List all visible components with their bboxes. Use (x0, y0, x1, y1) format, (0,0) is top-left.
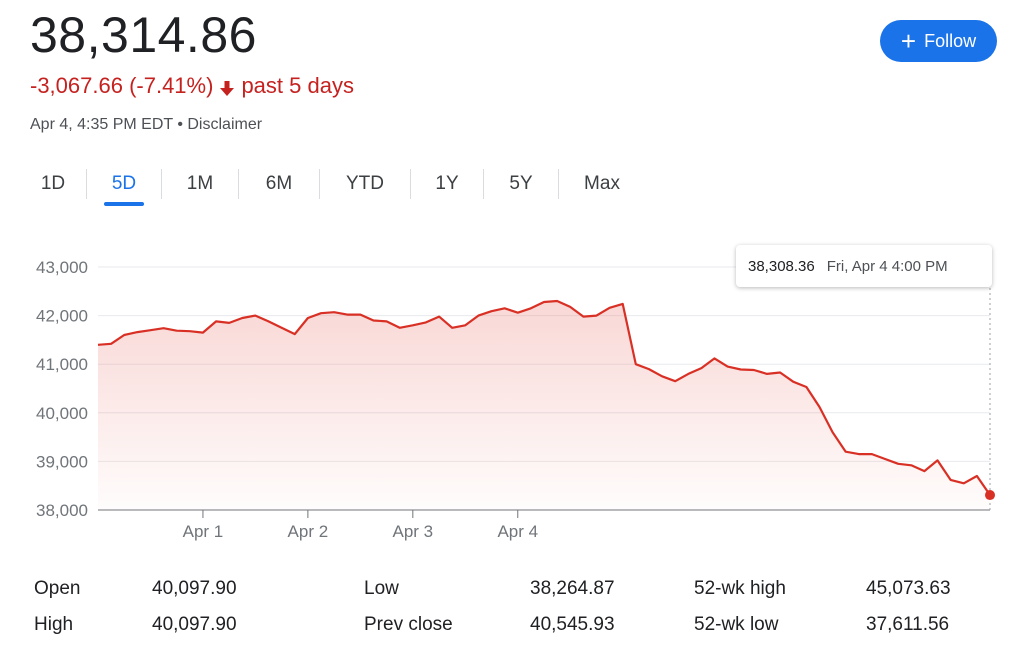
data-point (985, 490, 995, 501)
change-value: -3,067.66 (-7.41%) (30, 73, 214, 98)
y-tick-label: 39,000 (36, 452, 88, 471)
area-fill (98, 301, 990, 510)
timestamp: Apr 4, 4:35 PM EDT (30, 116, 173, 133)
range-divider (410, 169, 411, 199)
y-tick-label: 38,000 (36, 501, 88, 520)
stat-label-high: High (34, 614, 74, 635)
follow-button[interactable]: + Follow (880, 20, 997, 62)
stat-value-52wk-high: 45,073.63 (866, 578, 951, 599)
range-tab-1m[interactable]: 1M (186, 173, 214, 194)
disclaimer-link[interactable]: Disclaimer (187, 116, 263, 133)
plus-icon: + (900, 26, 917, 56)
range-tab-6m[interactable]: 6M (265, 173, 293, 194)
current-price: 38,314.86 (30, 7, 257, 63)
range-tab-5d[interactable]: 5D (87, 164, 161, 204)
y-tick-label: 40,000 (36, 404, 88, 423)
x-tick-label: Apr 3 (393, 522, 434, 541)
range-tab-max[interactable]: Max (584, 173, 620, 194)
y-tick-label: 42,000 (36, 307, 88, 326)
stat-value-open: 40,097.90 (152, 578, 237, 599)
stat-value-low: 38,264.87 (530, 578, 615, 599)
follow-label: Follow (924, 30, 977, 51)
separator-dot: • (177, 116, 188, 133)
tooltip-date: Fri, Apr 4 4:00 PM (826, 257, 948, 275)
stat-value-high: 40,097.90 (152, 614, 237, 635)
range-divider (558, 169, 559, 199)
range-tab-ytd[interactable]: YTD (346, 173, 384, 194)
range-tab-1y[interactable]: 1Y (435, 173, 459, 194)
price-chart[interactable]: 43,000 42,000 41,000 40,000 39,000 38,000 Apr … (0, 230, 1024, 560)
range-divider (161, 169, 162, 199)
y-tick-label: 43,000 (36, 258, 88, 277)
stat-label-open: Open (34, 578, 81, 599)
price-change: -3,067.66 (-7.41%) past 5 days (30, 73, 354, 99)
range-selector: 1D 5D 1M 6M YTD 1Y 5Y Max (20, 164, 645, 204)
range-tab-5y[interactable]: 5Y (509, 173, 533, 194)
x-tick-label: Apr 1 (183, 522, 224, 541)
range-tab-1d[interactable]: 1D (40, 173, 66, 194)
tooltip-value: 38,308.36 (748, 257, 815, 275)
range-divider (483, 169, 484, 199)
x-tick-label: Apr 4 (497, 522, 538, 541)
stat-value-52wk-low: 37,611.56 (866, 614, 950, 635)
range-divider (238, 169, 239, 199)
chart-tooltip: 38,308.36 Fri, Apr 4 4:00 PM (736, 245, 992, 287)
series-line (97, 299, 991, 496)
timestamp-line: Apr 4, 4:35 PM EDT • Disclaimer (30, 116, 262, 134)
stat-label-low: Low (364, 578, 399, 599)
stat-label-prev-close: Prev close (364, 614, 453, 635)
y-tick-label: 41,000 (36, 355, 88, 374)
range-divider (319, 169, 320, 199)
change-period: past 5 days (241, 73, 354, 98)
arrow-down-icon (219, 77, 235, 96)
stat-value-prev-close: 40,545.93 (530, 614, 615, 635)
stat-label-52wk-high: 52-wk high (694, 578, 786, 599)
x-tick-label: Apr 2 (288, 522, 329, 541)
stat-label-52wk-low: 52-wk low (694, 614, 779, 635)
